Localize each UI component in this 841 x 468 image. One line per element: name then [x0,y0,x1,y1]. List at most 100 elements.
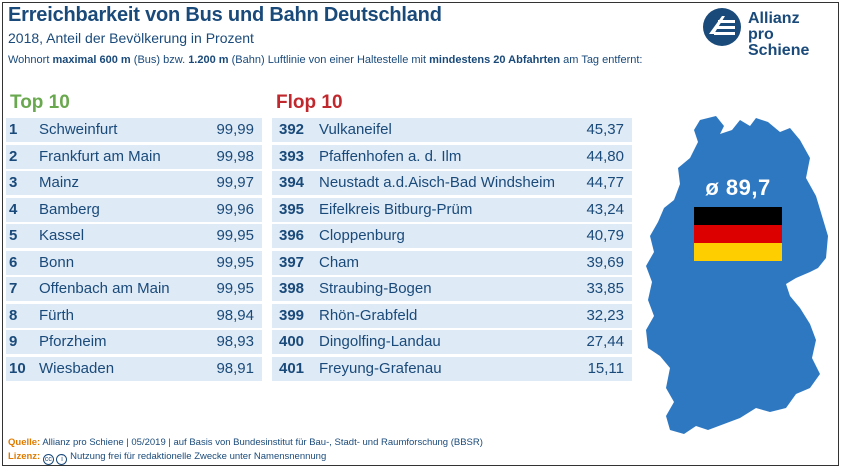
flop-row-394: 394 Neustadt a.d.Aisch-Bad Windsheim 44,77 [272,171,632,195]
page-title: Erreichbarkeit von Bus und Bahn Deutschl… [8,4,442,26]
value: 99,95 [216,227,254,244]
rank: 398 [279,280,305,297]
region-name: Dingolfing-Landau [319,333,441,350]
region-name: Kassel [39,227,85,244]
flop-row-395: 395 Eifelkreis Bitburg-Prüm 43,24 [272,197,632,222]
region-name: Vulkaneifel [319,121,392,138]
region-name: Wiesbaden [39,359,115,377]
flop10-heading: Flop 10 [276,92,343,113]
rank: 399 [279,306,305,324]
cc-license-icon: cc [42,454,54,465]
top-row-10: 10 Wiesbaden 98,91 [6,356,262,381]
rank: 7 [9,280,18,297]
flop10-table: 392 Vulkaneifel 45,37 393 Pfaffenhofen a. d… [272,118,632,383]
region-name: Bonn [39,253,75,271]
rank: 1 [9,121,18,138]
value: 99,96 [216,200,254,218]
germany-map [646,116,828,434]
germany-map-shape [646,116,828,434]
region-name: Pfaffenhofen a. d. Ilm [319,147,462,165]
flag-stripe-black [694,207,782,225]
value: 99,95 [216,280,254,297]
rank: 10 [9,359,26,377]
region-name: Pforzheim [39,333,107,350]
value: 39,69 [586,253,624,271]
region-name: Eifelkreis Bitburg-Prüm [319,200,473,218]
note-text: (Bahn) Luftlinie von einer Haltestelle m… [228,54,430,66]
region-name: Offenbach am Main [39,280,170,297]
value: 27,44 [586,333,624,350]
top-row-6: 6 Bonn 99,95 [6,250,262,275]
value: 98,93 [216,333,254,350]
region-name: Cloppenburg [319,227,405,244]
rank: 392 [279,121,305,138]
note-bold: maximal 600 m [52,54,131,66]
source-text: Allianz pro Schiene | 05/2019 | auf Basi… [40,437,483,448]
flop-row-399: 399 Rhön-Grabfeld 32,23 [272,303,632,328]
note-text: (Bus) bzw. [130,54,189,66]
page-subtitle: 2018, Anteil der Bevölkerung in Prozent [8,30,254,46]
rank: 8 [9,306,18,324]
rank: 2 [9,147,18,165]
rank: 394 [279,174,305,191]
attribution-icon: i [56,454,68,465]
license-text: Nutzung frei für redaktionelle Zwecke un… [67,451,327,462]
top-row-7: 7 Offenbach am Main 99,95 [6,277,262,301]
value: 99,97 [216,174,254,191]
region-name: Schweinfurt [39,121,118,138]
value: 99,95 [216,253,254,271]
top-row-5: 5 Kassel 99,95 [6,224,262,248]
rank: 401 [279,359,305,377]
value: 15,11 [587,359,624,377]
top10-table: 1 Schweinfurt 99,99 2 Frankfurt am Main 99,9… [6,118,262,383]
region-name: Straubing-Bogen [319,280,432,297]
value: 40,79 [586,227,624,244]
rank: 5 [9,227,18,244]
license-label: Lizenz: [8,451,41,462]
rank: 400 [279,333,305,350]
logo-wordmark: Allianz pro Schiene [748,11,834,59]
logo-line-1: Allianz [748,10,800,27]
top-row-1: 1 Schweinfurt 99,99 [6,118,262,142]
region-name: Neustadt a.d.Aisch-Bad Windsheim [319,174,555,191]
criteria-note: Wohnort maximal 600 m (Bus) bzw. 1.200 m… [8,54,642,66]
value: 32,23 [586,306,624,324]
flag-stripe-gold [694,243,782,261]
flop-row-398: 398 Straubing-Bogen 33,85 [272,277,632,301]
source-label: Quelle: [8,437,41,448]
value: 33,85 [586,280,624,297]
rank: 4 [9,200,18,218]
rank: 9 [9,333,18,350]
rank: 395 [279,200,305,218]
top-row-9: 9 Pforzheim 98,93 [6,330,262,354]
allianz-pro-schiene-logo: Allianz pro Schiene [702,6,834,59]
flop-row-393: 393 Pfaffenhofen a. d. Ilm 44,80 [272,144,632,169]
top10-heading: Top 10 [10,92,70,113]
average-label: ø 89,7 [705,175,771,200]
top-row-3: 3 Mainz 99,97 [6,171,262,195]
value: 44,80 [586,147,624,165]
value: 99,98 [216,147,254,165]
region-name: Fürth [39,306,75,324]
flop-row-392: 392 Vulkaneifel 45,37 [272,118,632,142]
value: 45,37 [586,121,624,138]
germany-flag-icon [694,207,782,261]
rank: 397 [279,253,305,271]
flop-row-400: 400 Dingolfing-Landau 27,44 [272,330,632,354]
value: 99,99 [216,121,254,138]
logo-emblem-icon [703,8,741,46]
value: 98,91 [216,359,254,377]
source-line: Quelle: Allianz pro Schiene | 05/2019 | … [8,437,483,448]
rank: 6 [9,253,18,271]
note-bold: 1.200 m [188,54,229,66]
region-name: Mainz [39,174,80,191]
rank: 3 [9,174,18,191]
logo-line-2: pro Schiene [748,26,810,59]
flag-stripe-red [694,225,782,243]
license-line: Lizenz: cc i Nutzung frei für redaktione… [8,451,326,465]
value: 43,24 [586,200,624,218]
region-name: Bamberg [39,200,100,218]
region-name: Frankfurt am Main [39,147,161,165]
value: 98,94 [216,306,254,324]
note-bold: mindestens 20 Abfahrten [429,54,561,66]
